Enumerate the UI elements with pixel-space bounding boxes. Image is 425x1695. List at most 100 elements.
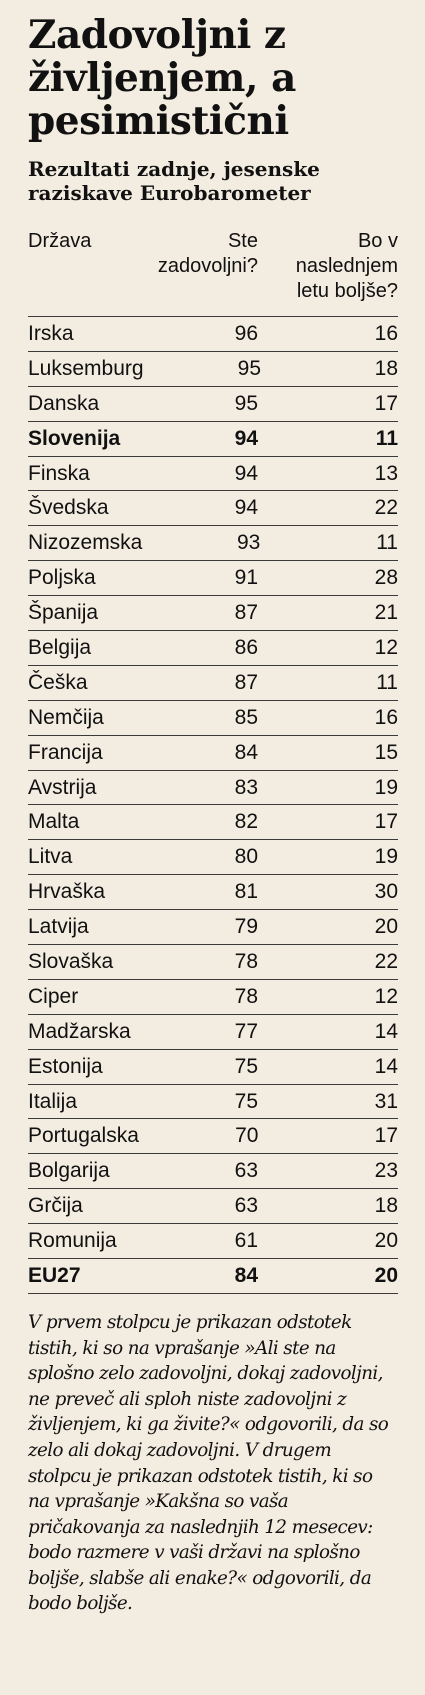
satisfied-cell: 95 xyxy=(237,356,261,380)
page-title: Zadovoljni z življenjem, a pesimistični xyxy=(28,12,296,144)
better-cell: 11 xyxy=(375,426,398,450)
country-cell: Francija xyxy=(28,740,103,764)
country-cell: Irska xyxy=(28,321,74,345)
satisfied-cell: 79 xyxy=(234,915,258,939)
table-header: Država Ste zadovoljni? Bo v naslednjem l… xyxy=(28,229,398,317)
satisfied-cell: 93 xyxy=(237,531,261,555)
footnote: V prvem stolpcu je prikazan odstotek tis… xyxy=(28,1311,389,1615)
table-row: Litva 80 19 xyxy=(28,840,398,876)
table-row: Poljska 91 28 xyxy=(28,561,398,597)
table-row: Malta 82 17 xyxy=(28,805,398,841)
satisfied-cell: 94 xyxy=(234,496,258,520)
country-cell: Češka xyxy=(28,670,88,694)
header-satisfied: Ste zadovoljni? xyxy=(157,230,258,277)
table-row: Ciper 78 12 xyxy=(28,980,398,1015)
table-row: Romunija 61 20 xyxy=(28,1224,398,1260)
country-cell: Romunija xyxy=(28,1229,117,1253)
satisfied-cell: 95 xyxy=(234,391,258,415)
table-row: Španija 87 21 xyxy=(28,596,398,632)
table-row: Grčija 63 18 xyxy=(28,1189,398,1225)
satisfied-cell: 85 xyxy=(234,705,258,729)
country-cell: Italija xyxy=(28,1089,78,1113)
satisfied-cell: 82 xyxy=(234,810,258,834)
country-cell: Avstrija xyxy=(28,775,97,799)
better-cell: 16 xyxy=(374,705,398,729)
better-cell: 28 xyxy=(374,566,398,590)
country-cell: Poljska xyxy=(28,566,96,590)
better-cell: 19 xyxy=(374,845,398,869)
satisfied-cell: 84 xyxy=(234,740,258,764)
better-cell: 17 xyxy=(374,391,398,415)
table-row: Latvija 79 20 xyxy=(28,910,398,946)
country-cell: Malta xyxy=(28,810,80,834)
table-row: Slovaška 78 22 xyxy=(28,945,398,980)
country-cell: Grčija xyxy=(28,1194,83,1218)
better-cell: 20 xyxy=(374,1229,398,1253)
satisfied-cell: 87 xyxy=(234,601,258,625)
country-cell: Nemčija xyxy=(28,705,104,729)
country-cell: Finska xyxy=(28,461,90,485)
table-row: Češka 87 11 xyxy=(28,666,398,701)
header-country: Država xyxy=(28,230,92,252)
table-row: Estonija 75 14 xyxy=(28,1050,398,1085)
better-cell: 22 xyxy=(374,496,398,520)
better-cell: 15 xyxy=(374,740,398,764)
country-cell: Latvija xyxy=(28,915,89,939)
country-cell: Švedska xyxy=(28,496,109,520)
table-row: Belgija 86 12 xyxy=(28,631,398,666)
satisfied-cell: 78 xyxy=(234,984,258,1008)
table-row: Italija 75 31 xyxy=(28,1085,398,1120)
satisfied-cell: 61 xyxy=(234,1229,258,1253)
table-row: Švedska 94 22 xyxy=(28,491,398,527)
satisfied-cell: 80 xyxy=(234,845,258,869)
satisfied-cell: 81 xyxy=(234,880,258,904)
country-cell: Litva xyxy=(28,845,73,869)
country-cell: Danska xyxy=(28,391,100,415)
satisfied-cell: 94 xyxy=(234,461,258,485)
better-cell: 11 xyxy=(376,670,398,694)
header-better: Bo v naslednjem letu boljše? xyxy=(295,230,398,302)
table-row: Hrvaška 81 30 xyxy=(28,875,398,911)
table-row: Danska 95 17 xyxy=(28,387,398,422)
table-row: Finska 94 13 xyxy=(28,457,398,492)
better-cell: 18 xyxy=(374,356,398,380)
satisfied-cell: 87 xyxy=(234,670,258,694)
satisfied-cell: 86 xyxy=(234,635,258,659)
table-row: Nizozemska 93 11 xyxy=(28,526,398,562)
country-cell: Madžarska xyxy=(28,1019,131,1043)
better-cell: 16 xyxy=(374,321,398,345)
better-cell: 12 xyxy=(374,635,398,659)
better-cell: 22 xyxy=(374,949,398,973)
better-cell: 18 xyxy=(374,1194,398,1218)
table-row: Francija 84 15 xyxy=(28,736,398,771)
better-cell: 14 xyxy=(374,1054,398,1078)
satisfied-cell: 96 xyxy=(234,321,258,345)
better-cell: 19 xyxy=(374,775,398,799)
satisfied-cell: 75 xyxy=(234,1089,258,1113)
satisfied-cell: 63 xyxy=(234,1159,258,1183)
better-cell: 12 xyxy=(374,984,398,1008)
table-row: Bolgarija 63 23 xyxy=(28,1154,398,1190)
satisfied-cell: 94 xyxy=(234,426,258,450)
better-cell: 17 xyxy=(374,810,398,834)
table-row: Portugalska 70 17 xyxy=(28,1119,398,1155)
table-row: Luksemburg 95 18 xyxy=(28,352,398,387)
better-cell: 31 xyxy=(374,1089,398,1113)
country-cell: Hrvaška xyxy=(28,880,106,904)
satisfied-cell: 91 xyxy=(234,566,258,590)
country-cell: EU27 xyxy=(28,1263,81,1287)
table-row: Avstrija 83 19 xyxy=(28,771,398,806)
satisfied-cell: 78 xyxy=(234,949,258,973)
better-cell: 20 xyxy=(374,915,398,939)
country-cell: Estonija xyxy=(28,1054,103,1078)
table-row: Madžarska 77 14 xyxy=(28,1015,398,1050)
table-row: Slovenija 94 11 xyxy=(28,422,398,457)
country-cell: Belgija xyxy=(28,635,92,659)
satisfied-cell: 70 xyxy=(235,1124,259,1148)
better-cell: 14 xyxy=(374,1019,398,1043)
better-cell: 11 xyxy=(376,531,398,555)
country-cell: Španija xyxy=(28,601,99,625)
satisfied-cell: 75 xyxy=(234,1054,258,1078)
satisfied-cell: 84 xyxy=(234,1263,258,1287)
